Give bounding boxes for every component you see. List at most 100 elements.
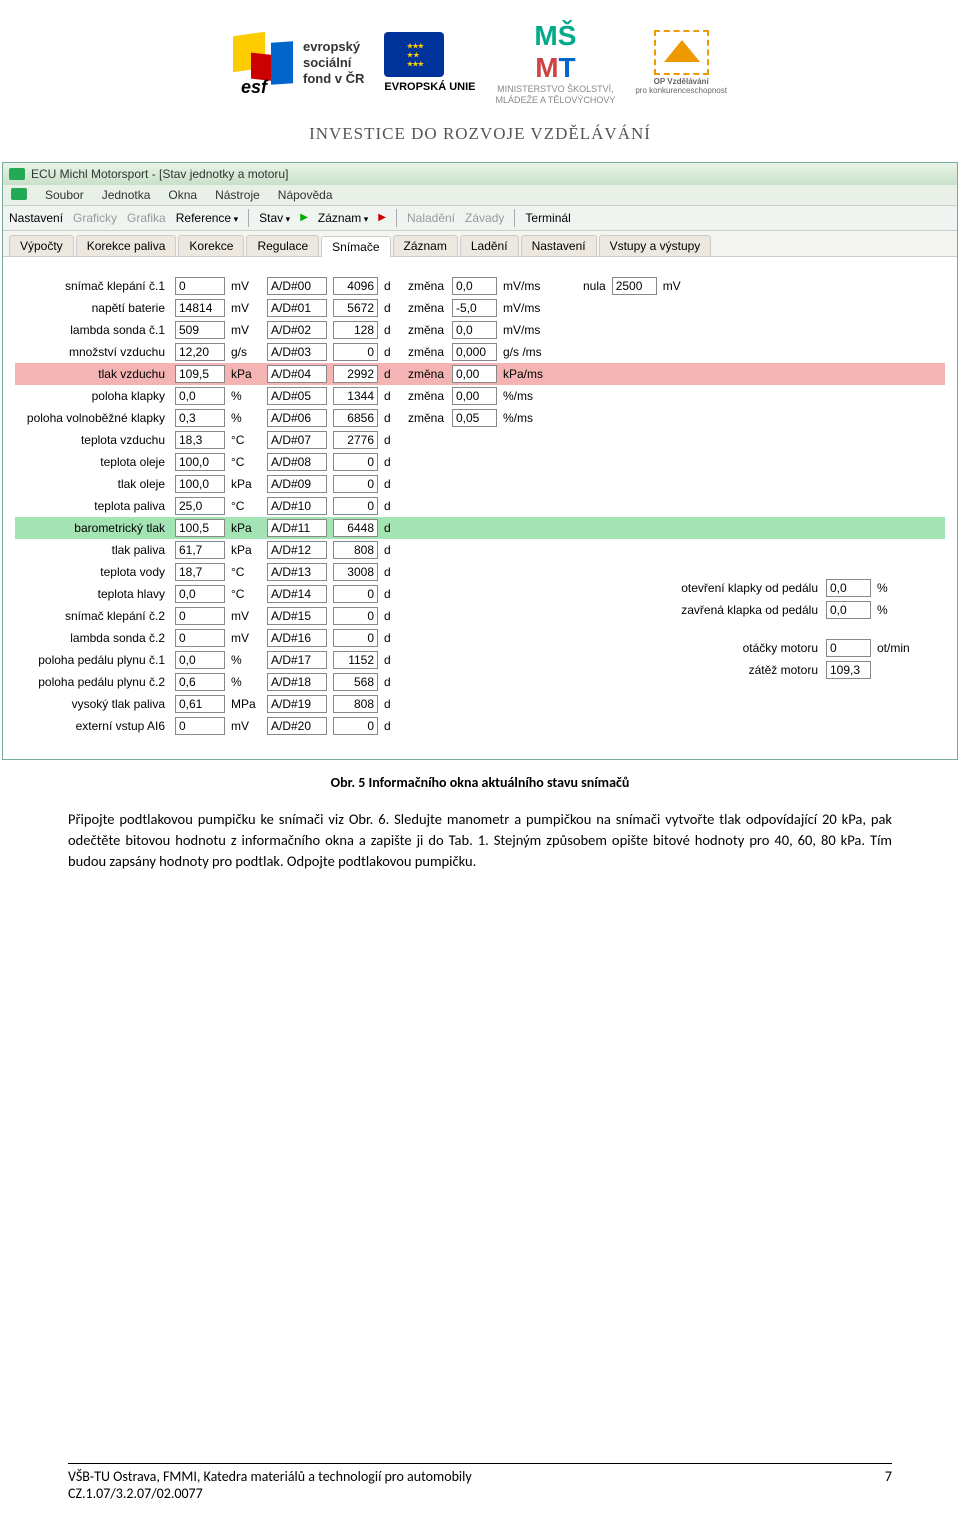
menu-napoveda[interactable]: Nápověda	[278, 188, 333, 202]
sensor-ad[interactable]: A/D#05	[267, 387, 327, 405]
tb-grafika[interactable]: Grafika	[127, 211, 166, 225]
tab-snímače[interactable]: Snímače	[321, 236, 390, 257]
sensor-dval[interactable]: 568	[333, 673, 378, 691]
sensor-value[interactable]: 0	[175, 629, 225, 647]
nula-value[interactable]: 2500	[612, 277, 657, 295]
sensor-value[interactable]: 509	[175, 321, 225, 339]
sensor-ad[interactable]: A/D#07	[267, 431, 327, 449]
sensor-ad[interactable]: A/D#20	[267, 717, 327, 735]
tab-regulace[interactable]: Regulace	[246, 235, 319, 256]
sensor-dval[interactable]: 1152	[333, 651, 378, 669]
sensor-ad[interactable]: A/D#17	[267, 651, 327, 669]
sensor-value[interactable]: 0	[175, 607, 225, 625]
sensor-value[interactable]: 14814	[175, 299, 225, 317]
sensor-value[interactable]: 0,6	[175, 673, 225, 691]
sensor-dval[interactable]: 0	[333, 717, 378, 735]
zmena-value[interactable]: 0,0	[452, 321, 497, 339]
sensor-dval[interactable]: 0	[333, 585, 378, 603]
sensor-dval[interactable]: 4096	[333, 277, 378, 295]
tb-terminal[interactable]: Terminál	[525, 211, 570, 225]
sensor-ad[interactable]: A/D#09	[267, 475, 327, 493]
sensor-ad[interactable]: A/D#04	[267, 365, 327, 383]
side-value[interactable]: 0,0	[826, 601, 871, 619]
sensor-ad[interactable]: A/D#06	[267, 409, 327, 427]
side-value[interactable]: 109,3	[826, 661, 871, 679]
sensor-dval[interactable]: 0	[333, 607, 378, 625]
sensor-dval[interactable]: 0	[333, 475, 378, 493]
zmena-value[interactable]: 0,00	[452, 387, 497, 405]
sensor-ad[interactable]: A/D#12	[267, 541, 327, 559]
tab-ladění[interactable]: Ladění	[460, 235, 519, 256]
tab-záznam[interactable]: Záznam	[393, 235, 458, 256]
sensor-dval[interactable]: 3008	[333, 563, 378, 581]
sensor-value[interactable]: 100,0	[175, 475, 225, 493]
sensor-dval[interactable]: 2776	[333, 431, 378, 449]
sensor-dval[interactable]: 1344	[333, 387, 378, 405]
sensor-dval[interactable]: 808	[333, 695, 378, 713]
sensor-ad[interactable]: A/D#00	[267, 277, 327, 295]
sensor-value[interactable]: 100,5	[175, 519, 225, 537]
record-icon[interactable]: ▶	[378, 212, 386, 223]
menu-jednotka[interactable]: Jednotka	[102, 188, 151, 202]
sensor-dval[interactable]: 6448	[333, 519, 378, 537]
tab-vstupy-a-výstupy[interactable]: Vstupy a výstupy	[599, 235, 712, 256]
sensor-value[interactable]: 12,20	[175, 343, 225, 361]
sensor-ad[interactable]: A/D#18	[267, 673, 327, 691]
tb-naladeni[interactable]: Naladění	[407, 211, 455, 225]
sensor-ad[interactable]: A/D#10	[267, 497, 327, 515]
sensor-dval[interactable]: 0	[333, 343, 378, 361]
tb-graficky[interactable]: Graficky	[73, 211, 117, 225]
sensor-ad[interactable]: A/D#08	[267, 453, 327, 471]
sensor-value[interactable]: 100,0	[175, 453, 225, 471]
sensor-ad[interactable]: A/D#14	[267, 585, 327, 603]
sensor-ad[interactable]: A/D#13	[267, 563, 327, 581]
sensor-value[interactable]: 0,3	[175, 409, 225, 427]
zmena-value[interactable]: -5,0	[452, 299, 497, 317]
sensor-value[interactable]: 0,0	[175, 585, 225, 603]
sensor-value[interactable]: 109,5	[175, 365, 225, 383]
sensor-value[interactable]: 25,0	[175, 497, 225, 515]
sensor-ad[interactable]: A/D#15	[267, 607, 327, 625]
tb-zavady[interactable]: Závady	[465, 211, 504, 225]
sensor-ad[interactable]: A/D#16	[267, 629, 327, 647]
sensor-dval[interactable]: 128	[333, 321, 378, 339]
tab-korekce-paliva[interactable]: Korekce paliva	[76, 235, 177, 256]
side-value[interactable]: 0	[826, 639, 871, 657]
sensor-value[interactable]: 18,7	[175, 563, 225, 581]
menu-okna[interactable]: Okna	[168, 188, 197, 202]
sensor-ad[interactable]: A/D#19	[267, 695, 327, 713]
sensor-value[interactable]: 0,0	[175, 651, 225, 669]
sensor-ad[interactable]: A/D#11	[267, 519, 327, 537]
sensor-dval[interactable]: 0	[333, 629, 378, 647]
sensor-ad[interactable]: A/D#03	[267, 343, 327, 361]
sensor-dval[interactable]: 6856	[333, 409, 378, 427]
tb-nastaveni[interactable]: Nastavení	[9, 211, 63, 225]
sensor-value[interactable]: 0	[175, 717, 225, 735]
sensor-ad[interactable]: A/D#01	[267, 299, 327, 317]
zmena-value[interactable]: 0,00	[452, 365, 497, 383]
sensor-dval[interactable]: 0	[333, 497, 378, 515]
sensor-dval[interactable]: 2992	[333, 365, 378, 383]
sensor-dval[interactable]: 808	[333, 541, 378, 559]
zmena-value[interactable]: 0,0	[452, 277, 497, 295]
menu-nastroje[interactable]: Nástroje	[215, 188, 260, 202]
menu-soubor[interactable]: Soubor	[45, 188, 84, 202]
tb-reference[interactable]: Reference	[176, 211, 238, 225]
zmena-value[interactable]: 0,000	[452, 343, 497, 361]
tb-zaznam[interactable]: Záznam	[318, 211, 368, 225]
sensor-dval[interactable]: 0	[333, 453, 378, 471]
sensor-dval[interactable]: 5672	[333, 299, 378, 317]
sensor-value[interactable]: 0	[175, 277, 225, 295]
sensor-value[interactable]: 0,61	[175, 695, 225, 713]
tab-výpočty[interactable]: Výpočty	[9, 235, 74, 256]
sensor-value[interactable]: 61,7	[175, 541, 225, 559]
tab-korekce[interactable]: Korekce	[178, 235, 244, 256]
tab-nastavení[interactable]: Nastavení	[521, 235, 597, 256]
sensor-value[interactable]: 18,3	[175, 431, 225, 449]
play-icon[interactable]: ▶	[300, 212, 308, 223]
tb-stav[interactable]: Stav	[259, 211, 290, 225]
zmena-value[interactable]: 0,05	[452, 409, 497, 427]
side-value[interactable]: 0,0	[826, 579, 871, 597]
sensor-value[interactable]: 0,0	[175, 387, 225, 405]
sensor-ad[interactable]: A/D#02	[267, 321, 327, 339]
